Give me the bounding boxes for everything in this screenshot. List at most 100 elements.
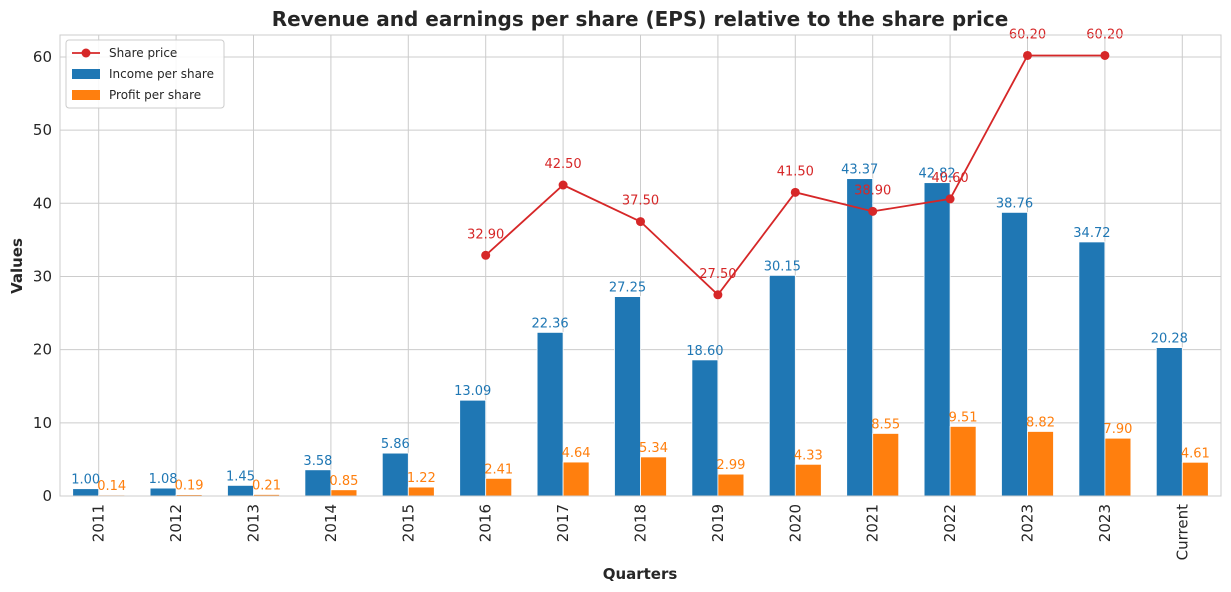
share-price-data-label: 41.50	[777, 164, 814, 179]
income-data-label: 27.25	[609, 281, 646, 296]
x-tick-label: 2018	[632, 504, 650, 542]
legend-frame	[65, 39, 225, 109]
profit-data-label: 5.34	[639, 441, 668, 456]
x-tick-label: 2012	[167, 504, 185, 542]
x-tick-label: 2017	[554, 504, 572, 542]
share-price-line-layer	[481, 50, 1110, 300]
income-bar	[149, 487, 177, 497]
share-price-data-label: 38.90	[854, 183, 891, 198]
y-tick-label: 20	[33, 341, 52, 359]
profit-data-label: 0.14	[97, 479, 126, 494]
share-price-point	[558, 180, 568, 190]
profit-bar	[717, 473, 745, 497]
share-price-point	[790, 187, 800, 197]
profit-bar	[949, 426, 977, 497]
y-tick-label: 60	[33, 48, 52, 66]
income-bar	[691, 359, 719, 497]
income-bar	[536, 331, 564, 497]
legend-bar-swatch	[72, 69, 100, 79]
share-price-point	[1023, 50, 1032, 60]
income-bar	[846, 178, 874, 497]
plot-frame	[59, 34, 1222, 497]
profit-data-label: 1.22	[407, 471, 436, 486]
profit-bar	[872, 433, 900, 497]
income-bar	[227, 484, 254, 497]
x-tick-label: 2016	[477, 504, 495, 542]
x-tick-label: Current	[1173, 504, 1191, 560]
profit-data-label: 8.55	[871, 417, 900, 432]
profit-data-label: 4.33	[794, 448, 823, 463]
profit-data-label: 0.19	[175, 479, 204, 494]
income-bar	[768, 274, 796, 497]
income-data-label: 20.28	[1151, 332, 1188, 347]
income-data-label: 22.36	[531, 316, 568, 331]
profit-data-label: 2.41	[484, 462, 513, 477]
income-data-label: 3.58	[303, 454, 332, 469]
income-data-label: 43.37	[841, 163, 878, 178]
legend-entry-label: Share price	[109, 46, 177, 60]
chart-title: Revenue and earnings per share (EPS) rel…	[272, 7, 1009, 31]
share-price-point	[713, 290, 723, 300]
x-tick-label: 2011	[90, 504, 108, 542]
profit-data-label: 0.21	[252, 478, 281, 493]
legend-bar-swatch	[72, 90, 100, 100]
profit-data-label: 2.99	[716, 458, 745, 473]
x-tick-label: 2019	[709, 504, 727, 542]
profit-data-label: 4.61	[1181, 446, 1210, 461]
income-bar	[381, 452, 409, 497]
legend-marker	[81, 48, 91, 58]
profit-data-label: 8.82	[1026, 415, 1055, 430]
income-bar	[1078, 241, 1106, 497]
profit-bar	[407, 486, 435, 497]
y-tick-label: 30	[33, 267, 52, 285]
share-price-point	[1100, 50, 1110, 60]
x-tick-label: 2023	[1019, 504, 1037, 542]
x-tick-label: 2023	[1096, 504, 1114, 542]
income-data-label: 34.72	[1073, 226, 1110, 241]
income-data-label: 1.00	[71, 473, 100, 488]
income-data-label: 1.08	[149, 472, 178, 487]
share-price-point	[636, 217, 645, 227]
income-bar	[1001, 211, 1028, 497]
profit-bar	[1027, 431, 1054, 497]
tick-labels: 0 10 20 30 40 50 60 2011 2012 2013 2014 2015 2016 201…	[33, 48, 1191, 560]
profit-bar	[1104, 437, 1132, 497]
income-bar	[304, 469, 332, 497]
profit-data-label: 4.64	[562, 446, 591, 461]
income-data-label: 30.15	[764, 259, 801, 274]
profit-bar	[330, 489, 358, 497]
income-data-label: 1.45	[226, 469, 255, 484]
income-bar	[72, 488, 100, 497]
income-bar	[923, 182, 951, 497]
income-data-label: 42.82	[918, 167, 955, 182]
x-tick-label: 2013	[245, 504, 263, 542]
x-tick-label: 2014	[322, 504, 340, 542]
profit-data-label: 0.85	[329, 474, 358, 489]
income-bar	[459, 399, 487, 497]
x-axis-title: Quarters	[603, 565, 678, 583]
income-bar	[1155, 347, 1183, 497]
share-price-data-label: 42.50	[544, 157, 581, 172]
y-tick-label: 0	[42, 487, 52, 505]
share-price-point	[945, 194, 955, 204]
x-tick-label: 2020	[786, 504, 804, 542]
legend: Share price Income per share Profit per sh…	[65, 39, 225, 109]
income-bar	[614, 296, 641, 497]
profit-bar	[562, 461, 590, 497]
share-price-data-label: 27.50	[699, 267, 736, 282]
profit-bar	[794, 463, 822, 497]
y-tick-label: 50	[33, 121, 52, 139]
y-tick-label: 10	[33, 414, 52, 432]
share-price-point	[868, 206, 878, 216]
income-data-label: 5.86	[381, 437, 410, 452]
income-data-label: 18.60	[686, 344, 723, 359]
share-price-point	[481, 250, 491, 260]
profit-bar	[485, 477, 513, 497]
data-labels: 1.00 1.08 1.45 3.58 5.86 13.09 22.36 27.25 18.60…	[71, 27, 1210, 493]
income-data-label: 38.76	[996, 196, 1033, 211]
profit-data-label: 9.51	[949, 410, 978, 425]
legend-entry-label: Income per share	[109, 67, 214, 81]
profit-data-label: 7.90	[1103, 422, 1132, 437]
share-price-data-label: 37.50	[622, 194, 659, 209]
